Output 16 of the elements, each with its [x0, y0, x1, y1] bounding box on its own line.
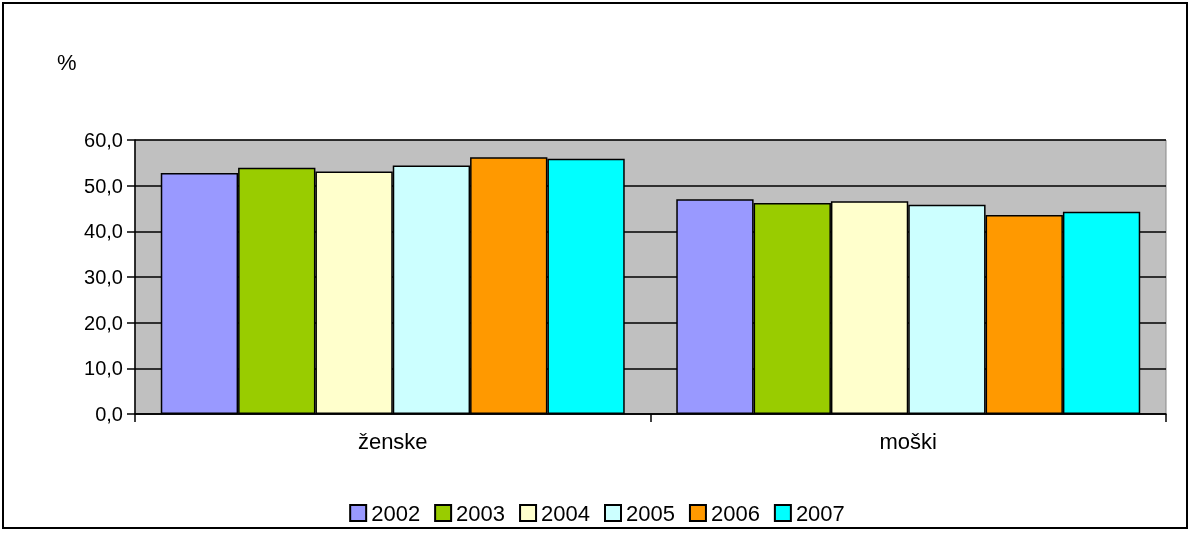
legend-label: 2004 [541, 500, 591, 526]
x-tick-label: moški [879, 428, 937, 454]
y-tick-label: 60,0 [84, 129, 123, 151]
legend-label: 2002 [371, 500, 421, 526]
legend-label: 2007 [795, 500, 845, 526]
y-tick-label: 20,0 [84, 311, 123, 334]
y-tick-label: 50,0 [84, 174, 123, 197]
y-tick-label: 10,0 [84, 357, 123, 380]
legend-label: 2003 [456, 500, 506, 526]
y-tick-label: 30,0 [84, 266, 123, 288]
y-tick-label: 40,0 [84, 220, 123, 243]
legend-label: 2006 [710, 500, 760, 526]
x-tick-label: ženske [357, 428, 428, 454]
y-tick-label: 0,0 [95, 403, 123, 425]
legend-label: 2005 [626, 500, 675, 526]
y-axis-title: % [57, 49, 77, 75]
